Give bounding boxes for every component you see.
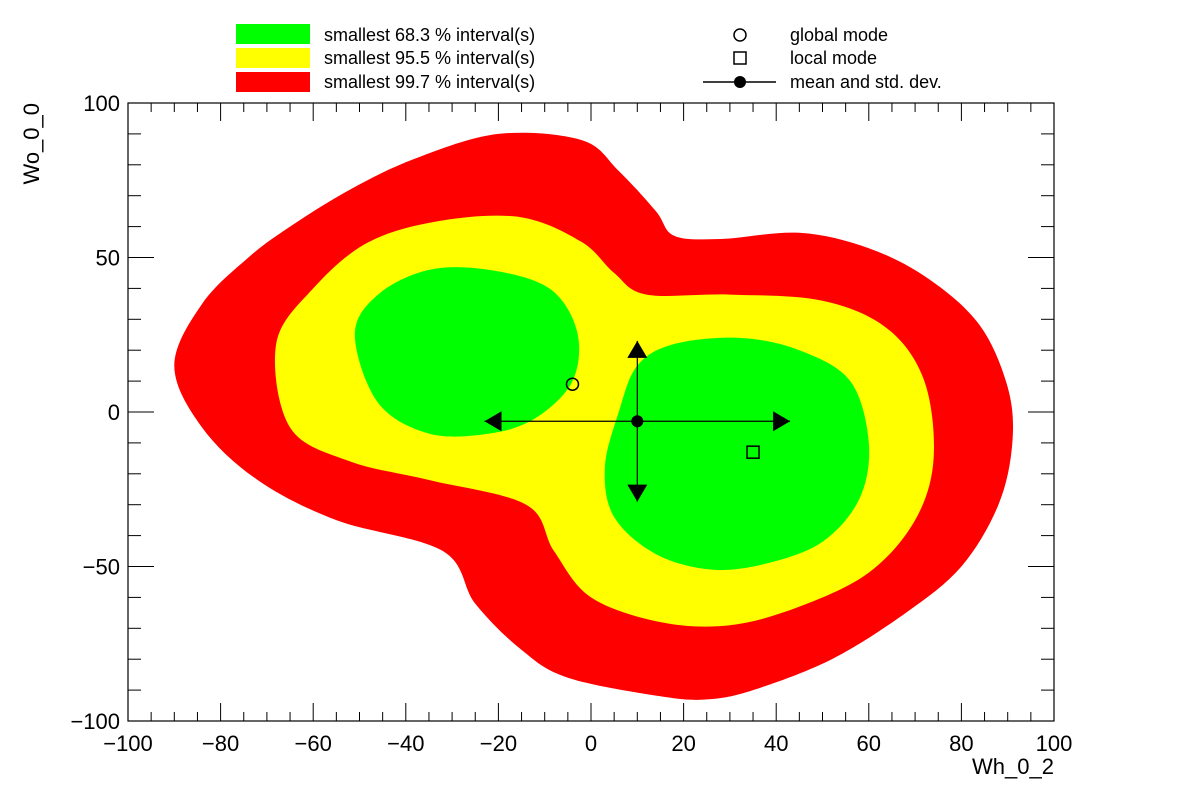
local-mode-marker <box>746 445 760 459</box>
interval-region-68-3-2 <box>354 267 580 437</box>
x-axis-ticks: −100 −80 −60 −40 −20 0 20 40 60 80 100 <box>103 103 1072 756</box>
x-tick-label: 20 <box>671 731 695 756</box>
legend-label-68: smallest 68.3 % interval(s) <box>324 25 535 45</box>
std-dev-arrow-down <box>627 484 648 502</box>
std-dev-arrow-up <box>627 340 648 358</box>
legend-swatch-99 <box>236 72 310 92</box>
legend: smallest 68.3 % interval(s) smallest 95.… <box>236 24 942 92</box>
x-tick-label: 60 <box>857 731 881 756</box>
x-tick-label: −60 <box>295 731 332 756</box>
x-tick-label: 0 <box>585 731 597 756</box>
global-mode-marker <box>565 377 580 391</box>
x-tick-label: −100 <box>103 731 153 756</box>
legend-label-99: smallest 99.7 % interval(s) <box>324 72 535 92</box>
x-tick-label: 40 <box>764 731 788 756</box>
x-axis-title: Wh_0_2 <box>972 754 1054 779</box>
legend-swatch-95 <box>236 48 310 68</box>
x-tick-label: 100 <box>1036 731 1073 756</box>
x-tick-label: 80 <box>949 731 973 756</box>
legend-label-global-mode: global mode <box>790 25 888 45</box>
x-tick-label: −20 <box>480 731 517 756</box>
plot-markers <box>484 340 791 502</box>
y-tick-label: 50 <box>96 246 120 271</box>
y-tick-label: 100 <box>83 91 120 116</box>
interval-region-68-3-3 <box>604 337 870 570</box>
y-tick-label: −100 <box>70 709 120 734</box>
y-axis-title: Wo_0_0 <box>19 103 44 185</box>
legend-local-mode-marker <box>733 51 747 65</box>
y-axis-ticks: −100 −50 0 50 100 <box>70 91 1054 734</box>
legend-label-mean: mean and std. dev. <box>790 72 942 92</box>
mean-marker <box>631 415 644 428</box>
legend-label-95: smallest 95.5 % interval(s) <box>324 48 535 68</box>
y-tick-label: −50 <box>83 555 120 580</box>
y-tick-label: 0 <box>108 400 120 425</box>
std-dev-arrow-right <box>773 411 791 432</box>
std-dev-arrow-left <box>484 411 502 432</box>
legend-label-local-mode: local mode <box>790 48 877 68</box>
legend-swatch-68 <box>236 24 310 44</box>
interval-regions <box>174 132 1014 700</box>
x-tick-label: −40 <box>387 731 424 756</box>
legend-mean-marker <box>734 76 746 88</box>
x-tick-label: −80 <box>202 731 239 756</box>
legend-global-mode-marker <box>733 28 747 42</box>
